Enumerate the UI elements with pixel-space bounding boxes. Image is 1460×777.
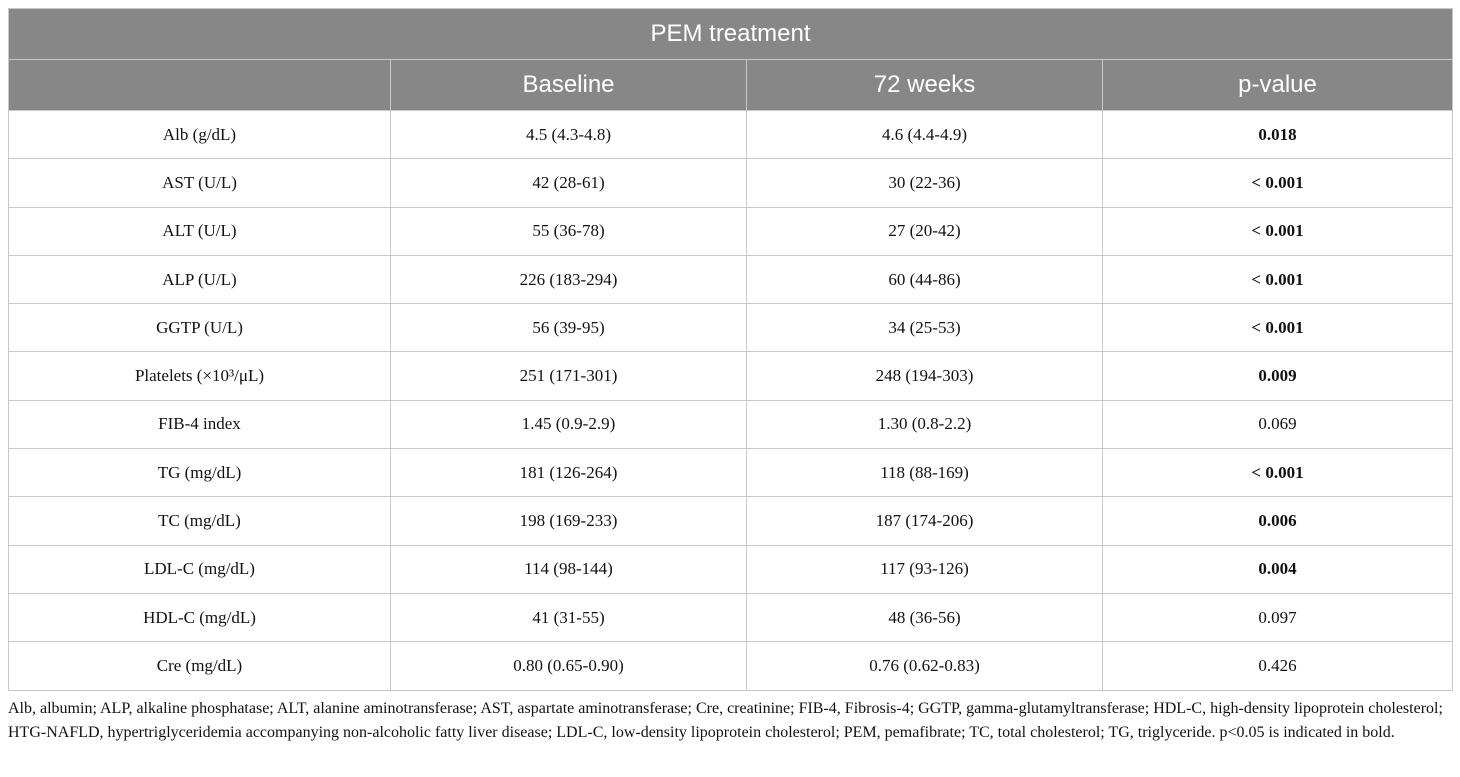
table-row: LDL-C (mg/dL) 114 (98-144) 117 (93-126) 0.0… [8,544,1453,594]
table-row: AST (U/L) 42 (28-61) 30 (22-36) < 0.001 [8,158,1453,208]
week72-cell: 248 (194-303) [746,351,1103,401]
table-row: FIB-4 index 1.45 (0.9-2.9) 1.30 (0.8-2.2) 0… [8,399,1453,450]
p-value-cell: 0.097 [1102,592,1453,643]
row-label: ALP (U/L) [8,254,391,305]
table-wrap: PEM treatment Baseline 72 weeks p-value Al… [8,8,1453,691]
header-cell: 72 weeks [746,59,1103,111]
baseline-cell: 0.80 (0.65-0.90) [390,641,747,691]
table-title: PEM treatment [8,8,1453,60]
row-label: FIB-4 index [8,399,391,450]
week72-cell: 60 (44-86) [746,254,1103,305]
week72-cell: 118 (88-169) [746,448,1103,498]
row-label: GGTP (U/L) [8,303,391,353]
table-row: Cre (mg/dL) 0.80 (0.65-0.90) 0.76 (0.62-0.… [8,641,1453,691]
table-row: TG (mg/dL) 181 (126-264) 118 (88-169) < 0.0… [8,448,1453,498]
row-label: Platelets (×10³/μL) [8,351,391,401]
footnote: Alb, albumin; ALP, alkaline phosphatase;… [8,700,1443,741]
header-cell: Baseline [390,59,747,111]
table-row: TC (mg/dL) 198 (169-233) 187 (174-206) 0.00… [8,496,1453,546]
p-value-cell: 0.006 [1102,496,1453,546]
baseline-cell: 56 (39-95) [390,303,747,353]
week72-cell: 27 (20-42) [746,206,1103,256]
header-cell [8,59,391,111]
row-label: AST (U/L) [8,158,391,208]
row-label: HDL-C (mg/dL) [8,592,391,643]
table-row: Platelets (×10³/μL) 251 (171-301) 248 (194… [8,351,1453,401]
row-label: LDL-C (mg/dL) [8,544,391,594]
week72-cell: 30 (22-36) [746,158,1103,208]
header-cell: p-value [1102,59,1453,111]
week72-cell: 4.6 (4.4-4.9) [746,109,1103,160]
row-label: Cre (mg/dL) [8,641,391,691]
table-row: GGTP (U/L) 56 (39-95) 34 (25-53) < 0.001 [8,303,1453,353]
p-value-cell: 0.004 [1102,544,1453,594]
p-value-cell: < 0.001 [1102,206,1453,256]
p-value-cell: 0.069 [1102,399,1453,450]
baseline-cell: 226 (183-294) [390,254,747,305]
row-label: ALT (U/L) [8,206,391,256]
baseline-cell: 198 (169-233) [390,496,747,546]
p-value-cell: 0.009 [1102,351,1453,401]
baseline-cell: 42 (28-61) [390,158,747,208]
table-row: HDL-C (mg/dL) 41 (31-55) 48 (36-56) 0.097 [8,592,1453,643]
p-value-cell: < 0.001 [1102,254,1453,305]
row-label: Alb (g/dL) [8,109,391,160]
table-row: Alb (g/dL) 4.5 (4.3-4.8) 4.6 (4.4-4.9) 0.01… [8,109,1453,160]
table-row: ALT (U/L) 55 (36-78) 27 (20-42) < 0.001 [8,206,1453,256]
results-table: PEM treatment Baseline 72 weeks p-value Al… [8,8,1453,691]
baseline-cell: 41 (31-55) [390,592,747,643]
p-value-cell: 0.426 [1102,641,1453,691]
p-value-cell: < 0.001 [1102,303,1453,353]
p-value-cell: < 0.001 [1102,448,1453,498]
week72-cell: 117 (93-126) [746,544,1103,594]
baseline-cell: 181 (126-264) [390,448,747,498]
p-value-cell: < 0.001 [1102,158,1453,208]
baseline-cell: 55 (36-78) [390,206,747,256]
week72-cell: 48 (36-56) [746,592,1103,643]
week72-cell: 1.30 (0.8-2.2) [746,399,1103,450]
row-label: TC (mg/dL) [8,496,391,546]
baseline-cell: 1.45 (0.9-2.9) [390,399,747,450]
week72-cell: 0.76 (0.62-0.83) [746,641,1103,691]
baseline-cell: 251 (171-301) [390,351,747,401]
row-label: TG (mg/dL) [8,448,391,498]
baseline-cell: 4.5 (4.3-4.8) [390,109,747,160]
week72-cell: 187 (174-206) [746,496,1103,546]
table-row: ALP (U/L) 226 (183-294) 60 (44-86) < 0.001 [8,254,1453,305]
baseline-cell: 114 (98-144) [390,544,747,594]
p-value-cell: 0.018 [1102,109,1453,160]
week72-cell: 34 (25-53) [746,303,1103,353]
